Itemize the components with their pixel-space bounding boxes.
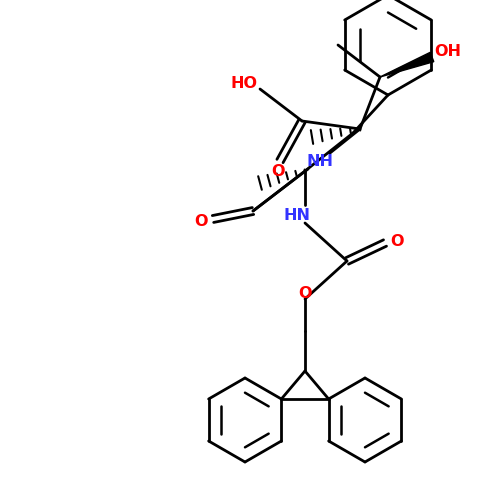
Text: OH: OH <box>434 44 462 59</box>
Text: O: O <box>194 214 208 228</box>
Text: HN: HN <box>284 208 310 222</box>
Text: HO: HO <box>230 76 258 90</box>
Text: O: O <box>298 286 312 300</box>
Text: O: O <box>271 164 285 178</box>
Text: O: O <box>390 234 404 248</box>
Polygon shape <box>380 52 434 77</box>
Text: NH: NH <box>306 154 334 168</box>
